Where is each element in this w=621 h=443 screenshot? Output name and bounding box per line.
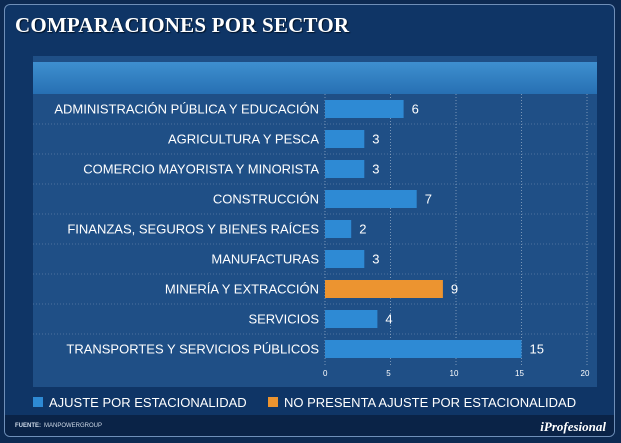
category-label: SERVICIOS [248, 312, 319, 327]
bar [325, 280, 443, 298]
x-tick-label: 5 [386, 369, 391, 378]
brand-logo: iProfesional [540, 419, 606, 434]
legend-label-adjusted: AJUSTE POR ESTACIONALIDAD [49, 394, 247, 410]
bar [325, 190, 417, 208]
legend-swatch-adjusted [33, 397, 43, 407]
source-label: FUENTE: [15, 423, 41, 429]
legend-item-adjusted: AJUSTE POR ESTACIONALIDAD [33, 394, 247, 410]
chart-frame: COMPARACIONES POR SECTOR ADMINISTRACIÓN … [4, 4, 615, 437]
bars [325, 100, 522, 358]
x-tick-label: 20 [581, 369, 590, 378]
bar [325, 130, 365, 148]
data-label: 9 [451, 282, 458, 297]
labels: ADMINISTRACIÓN PÚBLICA Y EDUCACIÓN 6 AGRIC… [54, 102, 544, 357]
category-label: MANUFACTURAS [211, 252, 319, 267]
legend-swatch-not-adjusted [268, 397, 278, 407]
data-label: 4 [385, 312, 392, 327]
ticks: 0 5 10 15 20 [323, 369, 590, 378]
bar [325, 340, 522, 358]
data-label: 3 [372, 132, 379, 147]
source-value: MANPOWERGROUP [44, 423, 103, 429]
data-label: 2 [359, 222, 366, 237]
legend-item-not-adjusted: NO PRESENTA AJUSTE POR ESTACIONALIDAD [268, 394, 576, 410]
category-label: TRANSPORTES Y SERVICIOS PÚBLICOS [66, 342, 319, 357]
data-label: 7 [425, 192, 432, 207]
footer-bar [5, 415, 614, 436]
page-title: COMPARACIONES POR SECTOR [15, 13, 350, 37]
source-note: FUENTE: MANPOWERGROUP [15, 423, 102, 429]
x-tick-label: 0 [323, 369, 328, 378]
bar [325, 160, 365, 178]
bar [325, 310, 378, 328]
category-label: ADMINISTRACIÓN PÚBLICA Y EDUCACIÓN [54, 102, 319, 117]
category-label: CONSTRUCCIÓN [213, 192, 319, 207]
category-label: MINERÍA Y EXTRACCIÓN [165, 282, 319, 297]
bar-chart: ADMINISTRACIÓN PÚBLICA Y EDUCACIÓN 6 AGRIC… [33, 94, 597, 378]
bar [325, 250, 365, 268]
legend-label-not-adjusted: NO PRESENTA AJUSTE POR ESTACIONALIDAD [284, 394, 577, 410]
chart-header-band [33, 62, 597, 94]
data-label: 15 [530, 342, 544, 357]
x-tick-label: 15 [515, 369, 524, 378]
category-label: FINANZAS, SEGUROS Y BIENES RAÍCES [67, 222, 319, 237]
category-label: COMERCIO MAYORISTA Y MINORISTA [83, 162, 319, 177]
category-label: AGRICULTURA Y PESCA [168, 132, 319, 147]
data-label: 3 [372, 252, 379, 267]
bar [325, 220, 352, 238]
chart-panel [33, 56, 597, 387]
data-label: 3 [372, 162, 379, 177]
bar [325, 100, 404, 118]
x-tick-label: 10 [450, 369, 459, 378]
data-label: 6 [412, 102, 419, 117]
